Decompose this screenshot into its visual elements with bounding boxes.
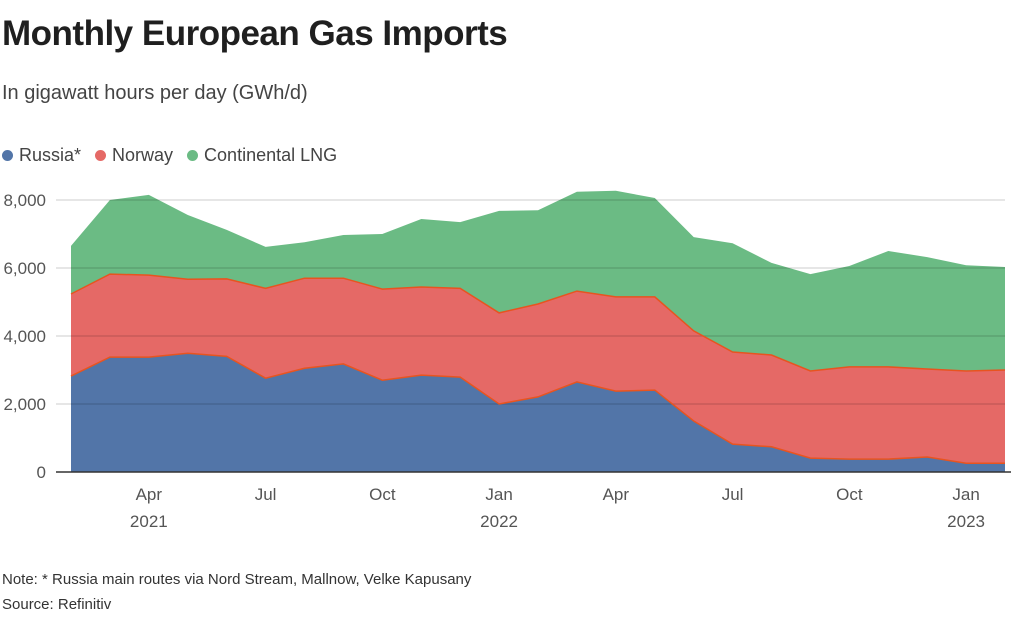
x-tick-year-label: 2023: [947, 512, 985, 531]
y-tick-label: 2,000: [3, 395, 46, 414]
x-tick-label: Apr: [603, 485, 630, 504]
x-tick-label: Oct: [369, 485, 396, 504]
y-axis: 0 2,000 4,000 6,000 8,000: [3, 191, 46, 482]
legend-dot-russia: [2, 150, 13, 161]
legend: Russia* Norway Continental LNG: [2, 145, 351, 166]
footnote: Note: * Russia main routes via Nord Stre…: [2, 571, 472, 588]
y-tick-label: 8,000: [3, 191, 46, 210]
boundary-line: [70, 273, 1006, 372]
y-tick-label: 0: [37, 463, 46, 482]
area-continental-lng: [71, 190, 1005, 371]
legend-label-norway: Norway: [112, 145, 174, 165]
x-tick-year-label: 2021: [130, 512, 168, 531]
x-axis: Apr 2021 Jul Oct Jan 2022 Apr Jul Oct Jan 2023: [130, 485, 985, 531]
x-tick-label: Jan: [952, 485, 979, 504]
legend-item-russia: Russia*: [2, 145, 81, 166]
x-tick-label: Jan: [485, 485, 512, 504]
x-tick-label: Oct: [836, 485, 863, 504]
x-tick-label: Apr: [136, 485, 163, 504]
series-areas: [71, 190, 1005, 472]
x-tick-year-label: 2022: [480, 512, 518, 531]
chart-area: 0 2,000 4,000 6,000 8,000 Apr 2021 Jul Oct Jan 20…: [3, 190, 1011, 531]
boundary-line: [70, 352, 1005, 464]
x-tick-label: Jul: [722, 485, 744, 504]
legend-item-norway: Norway: [95, 145, 173, 166]
series-boundaries: [70, 273, 1006, 464]
area-russia: [71, 353, 1005, 472]
y-tick-label: 6,000: [3, 259, 46, 278]
legend-label-russia: Russia*: [19, 145, 82, 165]
source-note: Source: Refinitiv: [2, 596, 112, 613]
legend-dot-norway: [95, 150, 107, 161]
legend-item-lng: Continental LNG: [187, 145, 337, 166]
gridlines: [56, 199, 1011, 473]
legend-label-lng: Continental LNG: [204, 145, 338, 165]
chart-title: Monthly European Gas Imports: [2, 14, 508, 53]
y-tick-label: 4,000: [3, 327, 46, 346]
legend-dot-lng: [187, 150, 199, 161]
x-tick-label: Jul: [255, 485, 277, 504]
area-norway: [71, 274, 1005, 464]
chart-subtitle: In gigawatt hours per day (GWh/d): [2, 82, 308, 104]
